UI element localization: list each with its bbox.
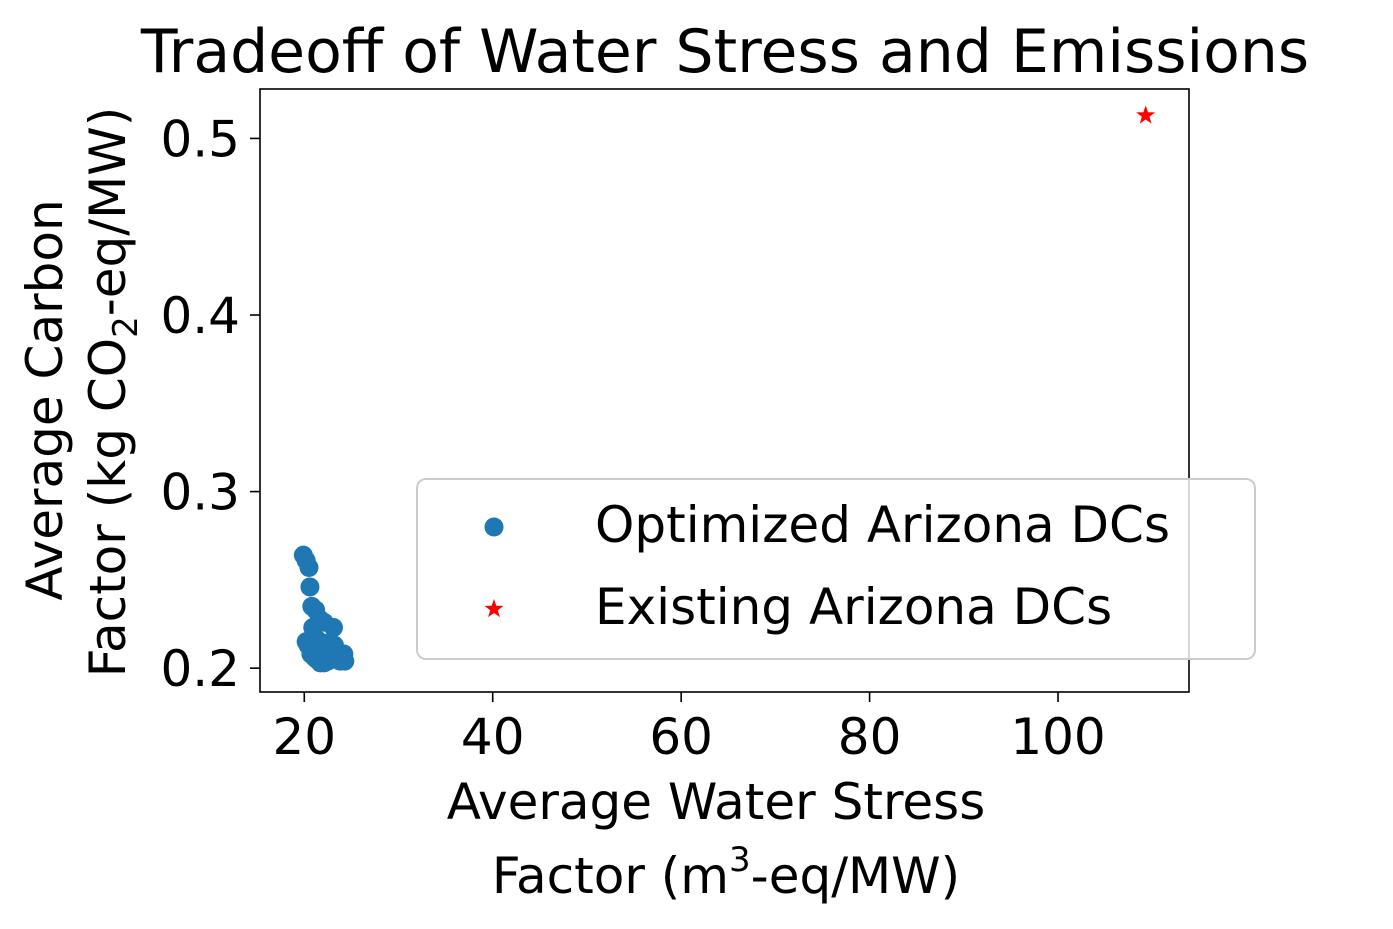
chart-title: Tradeoff of Water Stress and Emissions — [140, 17, 1309, 87]
legend-marker-optimized — [484, 517, 504, 537]
y-tick-label-2: 0.4 — [160, 287, 240, 345]
legend-box — [416, 478, 1256, 660]
x-tick-label-4: 100 — [1010, 708, 1105, 766]
x-tick-label-2: 60 — [649, 708, 713, 766]
optimized-point-30 — [335, 651, 355, 671]
x-axis-label-pre: Factor (m — [492, 847, 729, 905]
y-tick-label-1: 0.3 — [160, 464, 240, 522]
x-tick-label-3: 80 — [838, 708, 902, 766]
x-axis-ticks: 20 40 60 80 100 — [272, 692, 1106, 766]
x-axis-label: Average Water Stress Factor (m3-eq/MW) — [447, 773, 986, 905]
existing-point-0 — [1136, 105, 1156, 124]
optimized-point-3 — [300, 577, 320, 597]
legend: Optimized Arizona DCs Existing Arizona D… — [416, 478, 1256, 660]
y-axis-label-line2: Factor (kg CO2-eq/MW) — [79, 107, 146, 677]
optimized-point-9 — [323, 618, 343, 638]
y-axis-label-line1: Average Carbon — [16, 199, 74, 600]
legend-marker-existing — [484, 599, 504, 618]
x-tick-label-1: 40 — [461, 708, 525, 766]
plot-frame — [259, 88, 1190, 693]
y-axis-label-sub: 2 — [106, 316, 146, 338]
optimized-point-2 — [299, 558, 319, 578]
y-axis-label-post: -eq/MW) — [79, 107, 137, 316]
y-tick-label-0: 0.2 — [160, 640, 240, 698]
x-axis-label-line2: Factor (m3-eq/MW) — [492, 840, 960, 905]
y-axis-label: Average Carbon Factor (kg CO2-eq/MW) — [16, 107, 146, 677]
x-axis-label-post: -eq/MW) — [751, 847, 960, 905]
plot-points — [293, 105, 1156, 673]
x-axis-label-line1: Average Water Stress — [447, 773, 986, 831]
y-axis-ticks: 0.2 0.3 0.4 0.5 — [160, 110, 260, 698]
legend-label-existing: Existing Arizona DCs — [595, 578, 1112, 636]
y-axis-label-pre: Factor (kg CO — [79, 338, 137, 677]
y-tick-label-3: 0.5 — [160, 110, 240, 168]
x-axis-label-sup: 3 — [729, 840, 751, 880]
x-tick-label-0: 20 — [272, 708, 336, 766]
legend-label-optimized: Optimized Arizona DCs — [595, 496, 1170, 554]
